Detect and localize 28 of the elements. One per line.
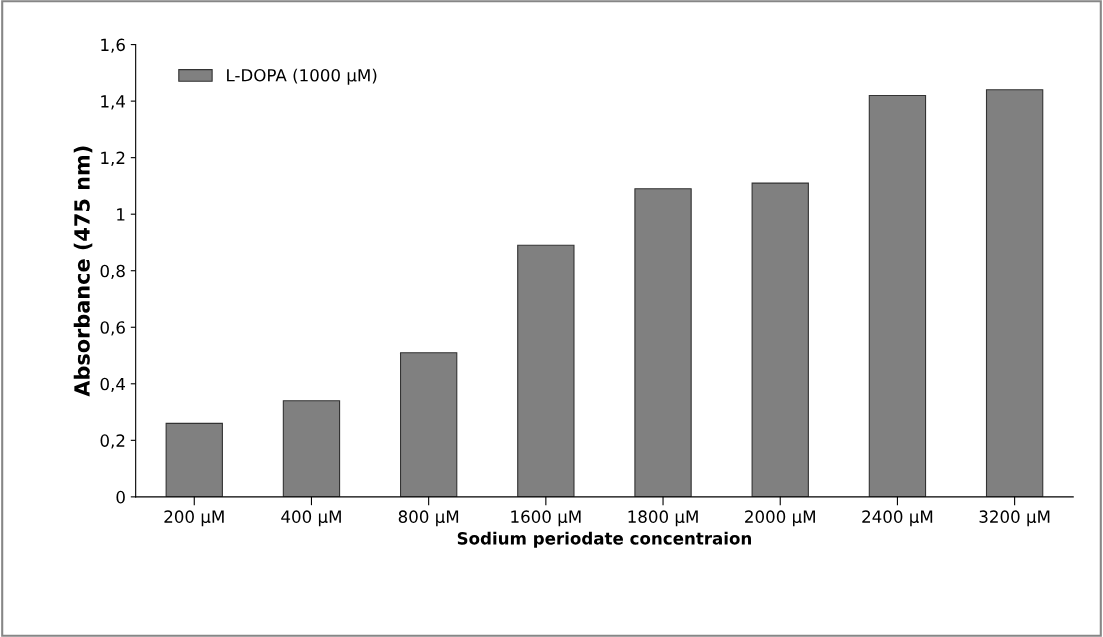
y-tick-label: 0,8 [100, 264, 125, 279]
y-tick-label: 1 [117, 208, 125, 221]
bar [868, 94, 927, 497]
bar [985, 89, 1044, 497]
bar [634, 188, 692, 497]
x-tick-label: 400 µM [281, 510, 341, 527]
x-tick-label: 800 µM [398, 510, 459, 527]
y-tick-label: 1,2 [101, 151, 125, 166]
bar [399, 352, 458, 497]
bar [751, 182, 809, 497]
x-tick-label: 2000 µM [745, 510, 815, 527]
x-tick-label: 3200 µM [979, 510, 1050, 527]
bar [165, 422, 223, 497]
bar [282, 400, 341, 497]
x-tick-label: 1800 µM [628, 510, 698, 527]
x-tick-label: 200 µM [164, 510, 224, 527]
bar [517, 244, 575, 497]
y-tick-label: 1,4 [101, 95, 126, 110]
y-tick-label: 0 [116, 490, 125, 504]
y-tick-label: 0,4 [100, 377, 126, 393]
legend-label: L-DOPA (1000 µM) [227, 68, 377, 85]
y-axis-title: Absorbance (475 nm) [73, 146, 93, 397]
x-tick-label: 1600 µM [511, 510, 581, 527]
y-tick-label: 0,2 [100, 434, 125, 449]
x-axis-title: Sodium periodate concentraion [457, 531, 751, 548]
y-tick-label: 0,6 [100, 321, 125, 336]
y-tick-label: 1,6 [101, 38, 125, 53]
x-tick-label: 2400 µM [862, 510, 933, 527]
